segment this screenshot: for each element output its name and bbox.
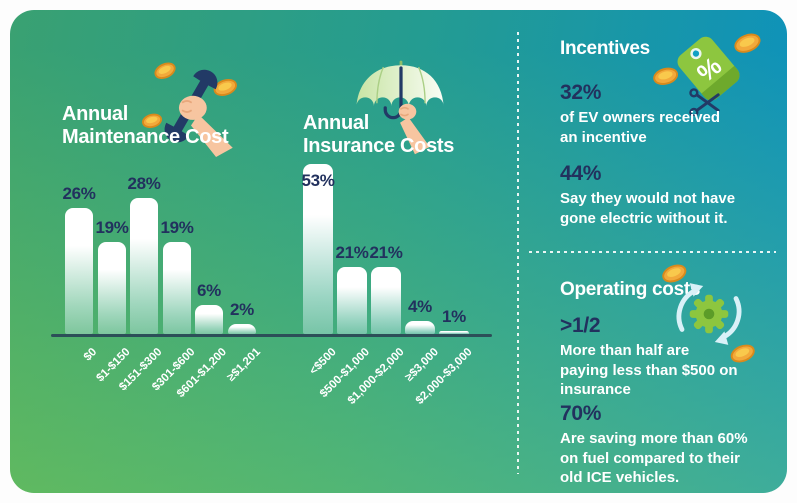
wrench-hand-icon — [142, 62, 237, 157]
bar-value-label: 1% — [442, 307, 466, 326]
title-line-2: Maintenance Cost — [62, 126, 229, 149]
divider-vertical — [517, 32, 519, 474]
incentives-stat-1-value: 32% — [560, 81, 602, 104]
bar-4 — [405, 321, 435, 334]
bar-5 — [439, 331, 469, 334]
bar-value-label: 26% — [62, 184, 96, 203]
bar-1 — [303, 164, 333, 334]
incentives-stat-2-text: Say they would not have gone electric wi… — [560, 190, 736, 227]
bar-value-label: 4% — [408, 297, 432, 316]
bar-value-label: 21% — [369, 243, 403, 262]
category-label: <$500 — [307, 346, 339, 378]
title-line-2: Insurance Costs — [303, 135, 455, 158]
bar-value-label: 6% — [197, 281, 221, 300]
operating-stat-1-text: More than half are paying less than $500… — [560, 342, 738, 398]
incentives-section-title: Incentives — [560, 38, 650, 59]
title-line-1: Annual — [303, 112, 369, 134]
maintenance-bar-chart: 26% $0 19% $1-$150 28% $151-$300 19% $301-$600 6… — [51, 152, 296, 400]
bar-1 — [65, 208, 93, 334]
bar-value-label: 53% — [301, 171, 335, 190]
maintenance-chart-title: Annual Maintenance Cost — [62, 103, 229, 149]
operating-stat-2-text: Are saving more than 60% on fuel compare… — [560, 430, 748, 486]
bar-value-label: 28% — [127, 174, 161, 193]
incentives-stat-2-value: 44% — [560, 162, 602, 185]
bar-2 — [337, 267, 367, 334]
category-label: ≥$1,201 — [224, 346, 263, 384]
incentives-stat-1-text: of EV owners received an incentive — [560, 109, 721, 146]
price-tag-icon: % — [653, 33, 761, 116]
bar-3 — [130, 198, 158, 334]
insurance-chart-title: Annual Insurance Costs — [303, 112, 454, 158]
gear-cycle-icon — [662, 264, 755, 363]
bar-value-label: 2% — [230, 300, 254, 319]
insurance-bar-chart: 53% <$500 21% $500-$1,000 21% $1,000-$2,000 4%… — [289, 152, 492, 407]
title-line-1: Annual — [62, 103, 128, 125]
bar-value-label: 21% — [335, 243, 369, 262]
bar-4 — [163, 242, 191, 334]
bar-value-label: 19% — [160, 218, 194, 237]
bar-5 — [195, 305, 223, 334]
bar-6 — [228, 324, 256, 334]
bar-3 — [371, 267, 401, 334]
category-label: $0 — [81, 346, 100, 364]
operating-costs-section-title: Operating costs — [560, 279, 701, 300]
divider-horizontal — [529, 251, 776, 253]
operating-stat-2-value: 70% — [560, 402, 602, 425]
infographic-card: Annual Maintenance Cost 26% $0 19% $1-$150 2… — [10, 10, 787, 493]
bar-2 — [98, 242, 126, 334]
operating-stat-1-value: >1/2 — [560, 314, 601, 337]
umbrella-hand-icon — [356, 60, 444, 155]
bar-value-label: 19% — [95, 218, 129, 237]
